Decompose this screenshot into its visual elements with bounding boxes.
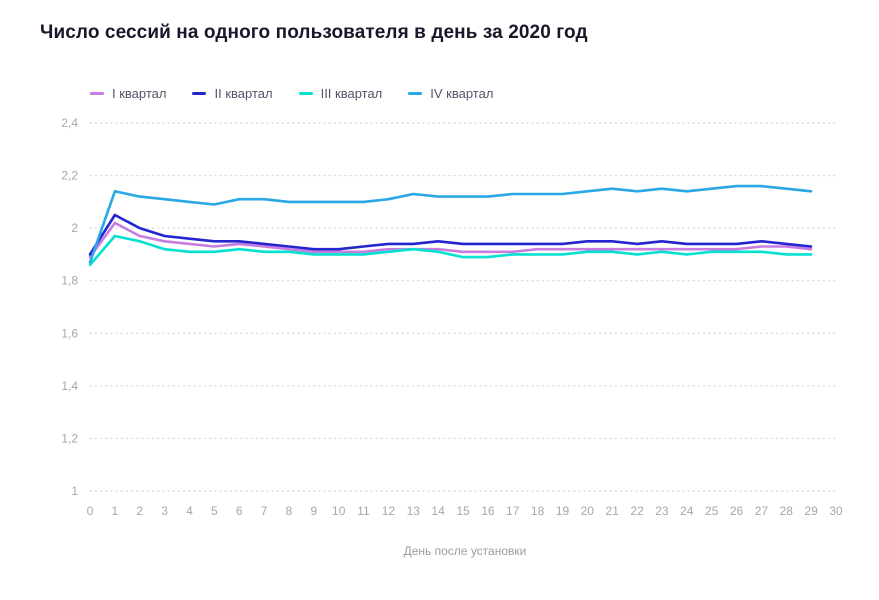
svg-text:20: 20 <box>581 504 595 518</box>
svg-text:1: 1 <box>112 504 119 518</box>
svg-text:26: 26 <box>730 504 744 518</box>
legend-item-q3[interactable]: III квартал <box>298 86 383 101</box>
legend-label-q1: I квартал <box>112 86 167 101</box>
svg-text:23: 23 <box>655 504 669 518</box>
legend-label-q4: IV квартал <box>430 86 494 101</box>
svg-text:25: 25 <box>705 504 719 518</box>
legend-item-q2[interactable]: II квартал <box>192 86 273 101</box>
svg-text:1,8: 1,8 <box>61 274 78 288</box>
legend-item-q4[interactable]: IV квартал <box>408 86 493 101</box>
svg-text:13: 13 <box>407 504 421 518</box>
svg-text:2: 2 <box>136 504 143 518</box>
svg-text:2,4: 2,4 <box>61 116 78 130</box>
svg-text:10: 10 <box>332 504 346 518</box>
svg-text:2: 2 <box>71 221 78 235</box>
svg-text:12: 12 <box>382 504 396 518</box>
svg-text:16: 16 <box>481 504 495 518</box>
legend-label-q2: II квартал <box>214 86 273 101</box>
svg-text:14: 14 <box>431 504 445 518</box>
line-chart: 2,42,221,81,61,41,210 1 2 3 4 5 6 7 8 9 10 11 12 13 14… <box>61 116 843 518</box>
svg-text:5: 5 <box>211 504 218 518</box>
svg-text:1,2: 1,2 <box>61 431 78 445</box>
legend-swatch-q1 <box>90 92 104 95</box>
svg-text:6: 6 <box>236 504 243 518</box>
legend-swatch-q3 <box>298 92 313 95</box>
svg-text:19: 19 <box>556 504 570 518</box>
chart-title: Число сессий на одного пользователя в де… <box>40 22 588 43</box>
svg-text:8: 8 <box>286 504 293 518</box>
x-axis-title: День после установки <box>403 544 527 558</box>
svg-text:30: 30 <box>829 504 843 518</box>
svg-text:28: 28 <box>780 504 794 518</box>
svg-text:18: 18 <box>531 504 545 518</box>
svg-text:17: 17 <box>506 504 520 518</box>
svg-text:9: 9 <box>310 504 317 518</box>
svg-text:11: 11 <box>357 504 370 518</box>
svg-text:15: 15 <box>456 504 470 518</box>
svg-text:22: 22 <box>630 504 644 518</box>
svg-text:4: 4 <box>186 504 193 518</box>
svg-text:3: 3 <box>161 504 168 518</box>
legend-swatch-q2 <box>192 92 207 95</box>
svg-text:24: 24 <box>680 504 694 518</box>
svg-text:2,2: 2,2 <box>61 169 78 183</box>
legend-swatch-q4 <box>408 92 423 95</box>
plot-area: 2,4 2,2 2 1,8 1,6 1,4 1,2 1 0 1 2 3 4 5 6 7 8 9 10 11 12 13 14… <box>40 107 857 540</box>
svg-text:1: 1 <box>71 484 78 498</box>
legend-item-q1[interactable]: I квартал <box>90 86 166 101</box>
svg-text:1,6: 1,6 <box>61 326 78 340</box>
svg-text:21: 21 <box>606 504 620 518</box>
svg-text:7: 7 <box>261 504 268 518</box>
svg-text:27: 27 <box>755 504 769 518</box>
legend-label-q3: III квартал <box>320 86 383 101</box>
svg-text:0: 0 <box>87 504 94 518</box>
svg-text:1,4: 1,4 <box>61 379 78 393</box>
chart-legend: I квартал II квартал III квартал IV квар… <box>90 86 857 101</box>
svg-text:29: 29 <box>804 504 818 518</box>
